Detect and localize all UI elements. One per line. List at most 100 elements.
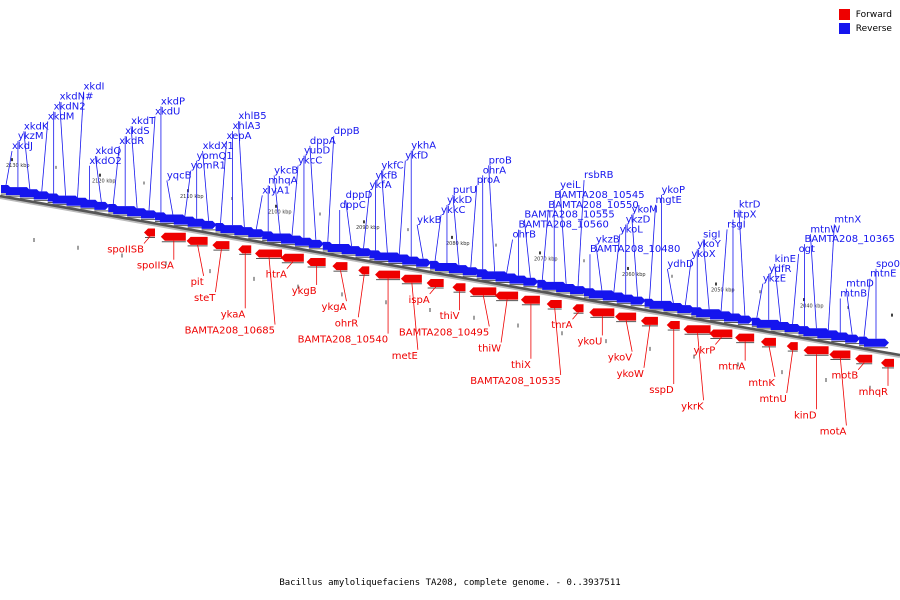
gene-label-prob: proB	[489, 155, 512, 166]
gene-ykom	[630, 296, 646, 305]
leader-ykol	[613, 234, 621, 293]
gene-label-ykgb: ykgB	[292, 286, 317, 297]
gene-label-mtnx: mtnX	[834, 214, 861, 225]
gene-label-mtnk: mtnK	[748, 378, 775, 389]
backbone-shadow	[0, 196, 900, 359]
gene-label-thiw: thiW	[478, 344, 501, 355]
gene-ykou	[589, 308, 615, 317]
leader-xepa	[220, 140, 227, 223]
gene-label-ykha: ykhA	[411, 141, 436, 152]
leader-ykom	[631, 214, 639, 297]
leader-ogt	[792, 254, 799, 325]
leader-ykox	[684, 259, 692, 306]
gene-label-mhqr: mhqR	[859, 387, 888, 398]
gene-label-bamta208-10480: BAMTA208_10480	[590, 244, 680, 255]
legend-reverse-label: Reverse	[855, 23, 892, 34]
leader-ykzb	[595, 244, 603, 291]
gene-label-xkdo2: xkdO2	[89, 156, 121, 167]
leader-puru	[452, 195, 460, 266]
gene-label-xkdx1: xkdX1	[203, 141, 234, 152]
leader-xkdm	[41, 121, 49, 192]
leader-motb	[857, 362, 865, 370]
gene-label-mtna: mtnA	[718, 362, 745, 373]
gene-label-ykrk: ykrK	[681, 401, 704, 412]
gene-label-bamta208-10365: BAMTA208_10365	[804, 234, 894, 245]
leader-mete	[411, 282, 419, 350]
leader-ohrr	[357, 274, 365, 318]
gene-ktrd	[737, 315, 753, 324]
leader-yeil	[559, 190, 567, 285]
leader-xkdq	[94, 155, 102, 202]
gene-stet	[212, 241, 230, 250]
leader-xkdn	[59, 101, 66, 196]
gene-ykkb	[416, 258, 432, 267]
gene-kind	[803, 346, 829, 355]
leader-ohrb	[506, 239, 513, 274]
gene-label-bamta208-10560: BAMTA208_10560	[518, 220, 608, 231]
gene-label-ykga: ykgA	[322, 302, 347, 313]
leader-kine	[774, 263, 782, 322]
gene-ogt	[784, 324, 802, 333]
leader-bamta208-10495	[482, 295, 490, 327]
gene-label-dppa: dppA	[310, 136, 336, 147]
gene-label-yomq1: yomQ1	[197, 151, 233, 162]
leader-mtnw	[810, 234, 817, 329]
legend-forward-label: Forward	[855, 9, 892, 20]
gene-label-ohrr: ohrR	[335, 318, 359, 329]
gene-mtnd	[845, 334, 861, 343]
gene-label-xkdn: xkdN#	[60, 92, 94, 103]
leader-ydhd	[667, 268, 674, 304]
leader-bamta208-10550	[541, 209, 549, 280]
genome-backbone	[0, 194, 900, 359]
gene-label-xkdk: xkdK	[24, 121, 49, 132]
leader-dppb	[327, 135, 335, 242]
gene-label-ykoy: ykoY	[697, 239, 721, 250]
gene-mota	[829, 350, 851, 359]
leader-yomr1	[184, 170, 192, 217]
gene-xkdu	[141, 210, 159, 219]
gene-label-spoiisb: spoIISB	[107, 245, 144, 256]
leader-mtne	[863, 278, 871, 337]
gene-ykow	[640, 316, 658, 325]
gene-tnra	[572, 304, 584, 313]
gene-label-mota: motA	[820, 426, 847, 437]
gene-label-ykaa: ykaA	[221, 309, 246, 320]
gene-proa	[462, 267, 480, 276]
leader-yqcb	[166, 180, 174, 215]
gene-label-xhlb5: xhlB5	[238, 111, 266, 122]
gene-ykgb	[306, 257, 326, 266]
gene-label-kine: kinE	[775, 254, 796, 265]
gene-mtnu	[786, 342, 798, 351]
leader-xkdi	[77, 91, 84, 198]
legend: Forward Reverse	[838, 9, 892, 37]
tick-label: 2060 kbp	[622, 272, 646, 278]
gene-xkdm	[33, 191, 51, 200]
gene-label-ykfd: ykfD	[405, 151, 428, 162]
leader-ykfd	[398, 160, 406, 255]
gene-label-motb: motB	[832, 371, 859, 382]
gene-label-kind: kinD	[794, 410, 817, 421]
leader-rsbrb	[577, 180, 585, 287]
leader-thiw	[500, 299, 508, 343]
leader-prob	[488, 165, 496, 272]
gene-ykga	[332, 262, 348, 271]
gene-xkdx1	[201, 220, 217, 229]
gene-label-ohrb: ohrB	[513, 230, 537, 241]
gene-label-thiv: thiV	[440, 311, 460, 322]
gene-label-bamta208-10545: BAMTA208_10545	[554, 190, 644, 201]
gene-label-ykou: ykoU	[578, 336, 603, 347]
leader-xkdj	[5, 150, 13, 186]
leader-ykow	[643, 324, 651, 368]
leader-bamta208-10555	[523, 219, 531, 278]
gene-bamta208-10495	[469, 287, 497, 296]
gene-sspd	[666, 321, 680, 330]
gene-layer	[1, 185, 894, 369]
gene-spoiisb	[144, 228, 155, 237]
gene-label-mhqa: mhqA	[268, 175, 297, 186]
leader-tnra	[572, 311, 579, 320]
gene-label-xlya1: xlyA1	[262, 185, 290, 196]
gene-label-spoiisa: spoIISA	[137, 261, 174, 272]
gene-mtnk	[760, 337, 776, 346]
gene-label-ykkc: ykkC	[441, 205, 466, 216]
gene-label-xkdr: xkdR	[119, 136, 144, 147]
